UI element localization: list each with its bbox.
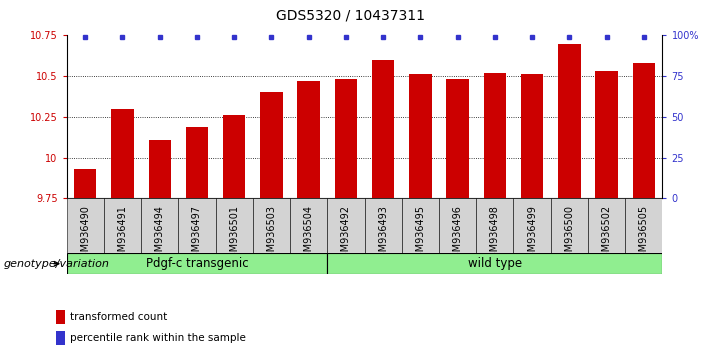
Bar [409,74,432,198]
Bar [74,169,97,198]
Text: GSM936496: GSM936496 [453,205,463,264]
Bar [625,198,662,253]
Text: GSM936493: GSM936493 [378,205,388,264]
Bar [178,198,216,253]
Bar [521,74,543,198]
Text: wild type: wild type [468,257,522,270]
Text: GSM936494: GSM936494 [155,205,165,264]
Text: transformed count: transformed count [69,312,167,322]
Bar [447,79,469,198]
Bar [215,198,253,253]
Bar [67,253,327,274]
Text: GDS5320 / 10437311: GDS5320 / 10437311 [276,9,425,23]
Bar [588,198,625,253]
Bar [290,198,327,253]
Bar [223,115,245,198]
Bar [56,310,65,324]
Bar [402,198,439,253]
Text: GSM936498: GSM936498 [490,205,500,264]
Text: GSM936492: GSM936492 [341,205,351,264]
Text: GSM936490: GSM936490 [80,205,90,264]
Bar [67,198,104,253]
Bar [439,198,476,253]
Bar [595,71,618,198]
Text: Pdgf-c transgenic: Pdgf-c transgenic [146,257,248,270]
Text: percentile rank within the sample: percentile rank within the sample [69,333,245,343]
Text: GSM936504: GSM936504 [304,205,313,264]
Text: GSM936503: GSM936503 [266,205,276,264]
Bar [111,109,134,198]
Bar [335,79,357,198]
Text: GSM936491: GSM936491 [118,205,128,264]
Bar [260,92,283,198]
Bar [149,139,171,198]
Text: GSM936499: GSM936499 [527,205,537,264]
Text: genotype/variation: genotype/variation [4,259,109,269]
Bar [365,198,402,253]
Text: GSM936502: GSM936502 [601,205,611,264]
Bar [253,198,290,253]
Bar [297,81,320,198]
Text: GSM936505: GSM936505 [639,205,649,264]
Text: GSM936501: GSM936501 [229,205,239,264]
Text: GSM936500: GSM936500 [564,205,574,264]
Bar [484,73,506,198]
Bar [104,198,141,253]
Text: GSM936497: GSM936497 [192,205,202,264]
Bar [632,63,655,198]
Bar [476,198,513,253]
Bar [141,198,178,253]
Bar [186,127,208,198]
Bar [372,60,394,198]
Bar [558,44,580,198]
Bar [327,198,365,253]
Bar [56,331,65,345]
Text: GSM936495: GSM936495 [416,205,426,264]
Bar [513,198,551,253]
Bar [327,253,662,274]
Bar [551,198,588,253]
